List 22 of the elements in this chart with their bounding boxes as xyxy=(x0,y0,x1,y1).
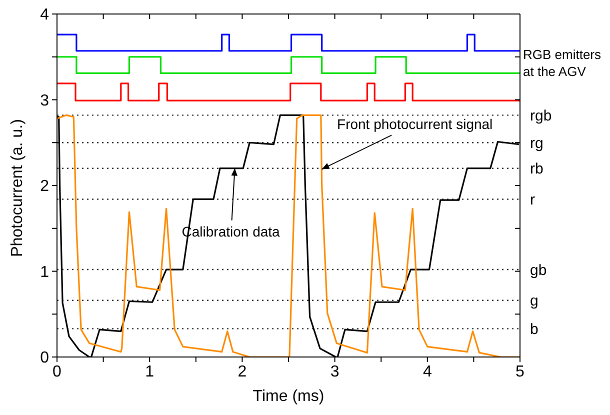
y-tick-label: 2 xyxy=(40,178,50,196)
ref-line-label: rg xyxy=(530,134,544,152)
ref-line-label: r xyxy=(530,192,535,209)
x-tick-label: 3 xyxy=(330,363,340,380)
y-tick-label: 4 xyxy=(40,6,50,24)
x-axis-title: Time (ms) xyxy=(252,388,326,406)
y-tick-label: 3 xyxy=(40,92,50,110)
y-axis-title: Photocurrent (a. u.) xyxy=(8,118,27,259)
ref-line-label: gb xyxy=(530,262,547,279)
x-tick-label: 0 xyxy=(52,363,62,380)
x-tick-label: 5 xyxy=(516,363,525,380)
y-tick-label: 1 xyxy=(40,264,50,281)
x-tick-label: 2 xyxy=(238,363,247,380)
ref-line-label: b xyxy=(530,321,538,338)
x-tick-label: 4 xyxy=(422,363,432,380)
annotation: Front photocurrent signal xyxy=(337,116,493,132)
ref-line-label: rgb xyxy=(530,108,552,125)
x-tick-label: 1 xyxy=(145,363,154,380)
ref-line-label: g xyxy=(530,292,538,310)
text: RGB emitters at the AGV xyxy=(523,47,602,79)
y-tick-label: 0 xyxy=(40,350,50,367)
ref-line-label: rb xyxy=(530,160,544,178)
